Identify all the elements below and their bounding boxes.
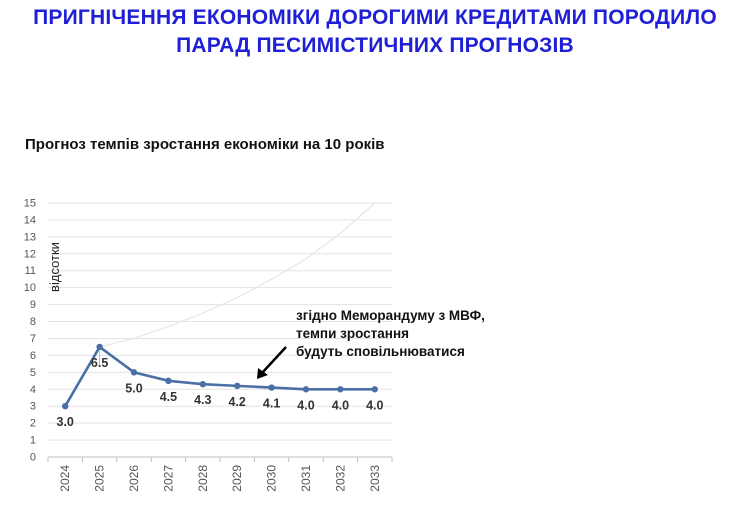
x-tick-label: 2029 bbox=[230, 465, 244, 492]
y-axis-label: відсотки bbox=[47, 242, 62, 292]
x-tick-label: 2030 bbox=[265, 465, 279, 492]
data-label: 4.0 bbox=[297, 398, 314, 412]
y-tick-label: 13 bbox=[24, 231, 36, 243]
data-point bbox=[130, 369, 138, 376]
data-label: 4.0 bbox=[332, 398, 349, 412]
y-tick-label: 10 bbox=[24, 282, 36, 294]
y-tick-label: 6 bbox=[30, 350, 36, 362]
y-tick-label: 0 bbox=[30, 452, 36, 464]
x-tick-label: 2027 bbox=[161, 465, 175, 492]
series-line-path bbox=[64, 345, 375, 407]
x-tick-label: 2028 bbox=[196, 465, 210, 492]
y-tick-label: 7 bbox=[30, 333, 36, 345]
grid-lines bbox=[47, 202, 393, 462]
data-labels: 3.0 6.5 5.0 4.5 4.3 4.2 4.1 4.0 4.0 4.0 bbox=[57, 356, 384, 429]
x-tick-label: 2033 bbox=[368, 465, 382, 492]
series-line bbox=[64, 345, 375, 407]
data-point bbox=[61, 403, 69, 410]
y-tick-label: 1 bbox=[30, 435, 36, 447]
y-tick-label: 11 bbox=[25, 265, 36, 277]
y-tick-label: 12 bbox=[24, 248, 36, 260]
chart-title: Прогноз темпів зростання економіки на 10… bbox=[25, 136, 385, 153]
data-label: 4.2 bbox=[229, 395, 246, 409]
faint-curve-line bbox=[99, 202, 376, 348]
data-point bbox=[371, 386, 378, 393]
y-tick-label: 2 bbox=[30, 418, 36, 430]
data-label: 4.1 bbox=[263, 397, 280, 411]
annotation-text: згідно Меморандуму з МВФ, темпи зростанн… bbox=[296, 307, 485, 361]
slide-title-line-2: ПАРАД ПЕСИМІСТИЧНИХ ПРОГНОЗІВ bbox=[176, 34, 574, 57]
slide-title: ПРИГНІЧЕННЯ ЕКОНОМІКИ ДОРОГИМИ КРЕДИТАМИ… bbox=[0, 4, 750, 60]
y-tick-label: 3 bbox=[30, 401, 36, 413]
annotation-line-2: темпи зростання bbox=[296, 326, 409, 341]
x-tick-label: 2024 bbox=[58, 465, 72, 492]
data-point bbox=[234, 382, 241, 390]
data-label: 3.0 bbox=[57, 415, 74, 429]
y-tick-label: 5 bbox=[30, 367, 36, 379]
y-tick-label: 15 bbox=[24, 198, 36, 210]
data-label: 6.5 bbox=[91, 356, 108, 370]
data-label: 4.0 bbox=[366, 398, 383, 412]
y-tick-label: 4 bbox=[30, 384, 36, 396]
y-tick-label: 14 bbox=[24, 214, 36, 226]
data-point bbox=[165, 377, 172, 384]
annotation-arrow bbox=[257, 346, 287, 379]
data-point bbox=[337, 386, 344, 393]
slide-title-line-1: ПРИГНІЧЕННЯ ЕКОНОМІКИ ДОРОГИМИ КРЕДИТАМИ… bbox=[33, 6, 717, 29]
x-tick-label: 2031 bbox=[299, 465, 313, 492]
x-tick-label: 2032 bbox=[333, 465, 347, 492]
x-tick-label: 2026 bbox=[127, 465, 141, 492]
data-point bbox=[199, 380, 206, 388]
y-tick-label: 8 bbox=[30, 316, 36, 328]
x-axis-ticks: 2024 2025 2026 2027 2028 2029 2030 2031 2032 2033 bbox=[58, 465, 382, 492]
data-label: 4.3 bbox=[194, 393, 211, 407]
x-tick-label: 2025 bbox=[93, 465, 107, 492]
y-tick-label: 9 bbox=[30, 299, 36, 311]
data-label: 4.5 bbox=[160, 390, 177, 404]
data-label: 5.0 bbox=[125, 381, 142, 395]
data-point bbox=[268, 384, 275, 391]
data-point bbox=[302, 386, 310, 393]
annotation-line-1: згідно Меморандуму з МВФ, bbox=[296, 308, 485, 323]
faint-curve bbox=[99, 202, 376, 348]
data-point bbox=[96, 343, 103, 351]
annotation-line-3: будуть сповільнюватися bbox=[296, 344, 465, 359]
data-points bbox=[61, 343, 378, 410]
